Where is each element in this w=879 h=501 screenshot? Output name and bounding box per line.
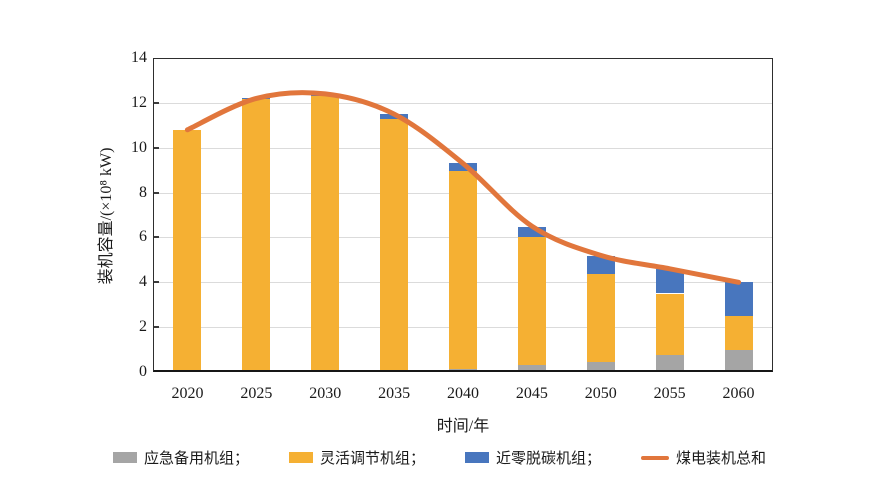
x-tick-label: 2060 <box>722 385 755 402</box>
x-axis-title: 时间/年 <box>436 418 490 435</box>
bar-segment <box>449 368 477 372</box>
legend-label: 应急备用机组； <box>143 451 249 467</box>
x-tick-label: 2045 <box>515 385 548 402</box>
bar-segment <box>449 163 477 172</box>
bar-segment <box>586 274 615 362</box>
bar-segment <box>517 227 546 238</box>
x-tick-label: 2040 <box>447 385 479 402</box>
bar-segment <box>586 361 615 372</box>
bar-segment <box>655 268 684 294</box>
bar-segment <box>517 365 546 372</box>
legend-label: 灵活调节机组； <box>319 451 425 467</box>
x-tick-label: 2025 <box>240 385 273 402</box>
bar-segment <box>380 118 409 372</box>
bar-segment <box>724 315 753 350</box>
y-tick-label: 12 <box>131 93 147 111</box>
plot-area <box>153 58 773 372</box>
y-tick-label: 8 <box>139 183 147 201</box>
legend-label: 近零脱碳机组； <box>496 451 602 467</box>
y-tick-mark <box>153 101 159 104</box>
y-axis-title: 装机容量/(×10⁸ kW) <box>98 147 115 285</box>
y-tick-mark <box>153 236 159 239</box>
bar-segment <box>655 355 684 372</box>
legend-item-flexible-regulation-units: 灵活调节机组； <box>288 447 425 468</box>
y-tick-label: 2 <box>139 318 147 336</box>
bar-segment <box>311 93 340 97</box>
legend-swatch-blue <box>465 452 489 463</box>
y-tick-label: 6 <box>139 228 147 246</box>
y-tick-label: 14 <box>131 49 147 66</box>
bar-segment <box>242 98 271 100</box>
bar-segment <box>380 114 409 119</box>
legend: 应急备用机组； 灵活调节机组； 近零脱碳机组； 煤电装机总和 <box>0 447 879 468</box>
y-tick-mark <box>153 326 159 329</box>
y-tick-label: 0 <box>139 363 147 380</box>
y-tick-label: 4 <box>139 273 147 291</box>
y-tick-mark <box>153 146 159 149</box>
x-tick-label: 2020 <box>171 385 204 402</box>
x-tick-label: 2050 <box>584 385 617 402</box>
y-tick-label: 10 <box>131 138 147 156</box>
bar-segment <box>173 129 202 372</box>
bar-segment <box>724 349 753 372</box>
y-tick-mark <box>153 281 159 284</box>
bar-segment <box>517 237 546 366</box>
legend-item-near-zero-decarbonized-units: 近零脱碳机组； <box>465 447 601 468</box>
bar-segment <box>655 293 684 356</box>
legend-item-coal-power-total: 煤电装机总和 <box>641 447 766 468</box>
bar-segment <box>311 96 340 372</box>
x-tick-label: 2030 <box>309 385 342 402</box>
legend-swatch-gray <box>112 452 137 463</box>
x-tick-label: 2055 <box>653 385 686 402</box>
x-tick-label: 2035 <box>378 385 411 402</box>
bar-segment <box>449 171 477 369</box>
y-tick-mark <box>153 191 159 194</box>
legend-line-swatch-orange <box>641 455 670 460</box>
bar-segment <box>586 256 615 275</box>
bar-segment <box>724 282 753 316</box>
legend-item-emergency-backup-units: 应急备用机组； <box>112 447 249 468</box>
legend-swatch-yellow <box>288 452 313 463</box>
legend-label: 煤电装机总和 <box>676 451 767 467</box>
bar-segment <box>242 99 271 372</box>
